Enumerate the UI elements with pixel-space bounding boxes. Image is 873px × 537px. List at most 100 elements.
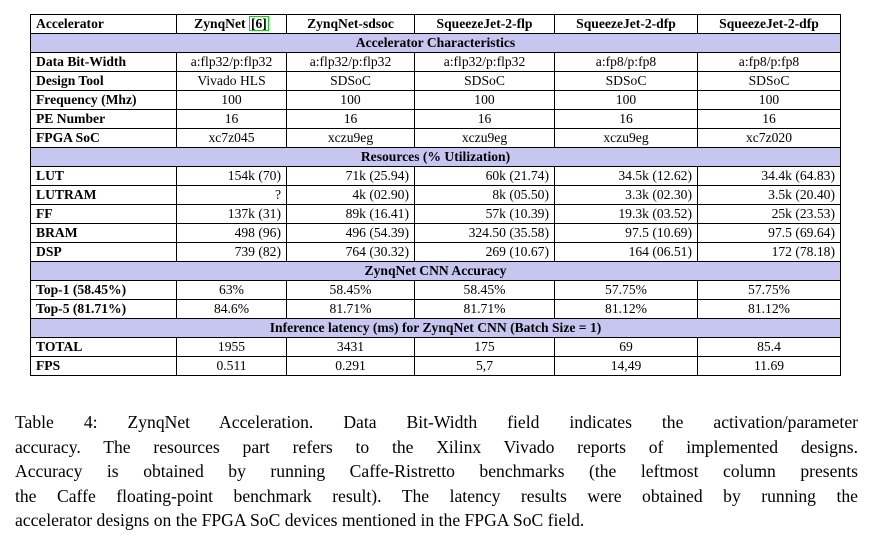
table-cell: 154k (70) [176, 166, 287, 186]
table-cell: a:flp32/p:flp32 [414, 52, 555, 72]
table-cell: xczu9eg [414, 128, 555, 148]
table-cell: 164 (06.51) [554, 242, 698, 262]
table-cell: 34.5k (12.62) [554, 166, 698, 186]
table-row: FF 137k (31) 89k (16.41) 57k (10.39) 19.3k (… [30, 204, 841, 224]
table-cell: a:fp8/p:fp8 [697, 52, 841, 72]
table-cell: 0.511 [176, 356, 287, 376]
table-row: LUTRAM? 4k (02.90) 8k (05.50) 3.3k (02.30) 3… [30, 185, 841, 205]
table-cell: 89k (16.41) [286, 204, 415, 224]
caption-line: accelerator designs on the FPGA SoC devi… [15, 510, 585, 530]
table-row: BRAM 498 (96) 496 (54.39) 324.50 (35.58) 97.… [30, 223, 841, 243]
table-cell: 100 [286, 90, 415, 110]
table-row: FPS 0.511 0.291 5,7 14,49 11.69 [30, 356, 841, 376]
section-title: ZynqNet CNN Accuracy [30, 261, 841, 281]
section-title: Accelerator Characteristics [30, 33, 841, 53]
section-row: ZynqNet CNN Accuracy [30, 261, 841, 281]
table-row: Frequency (Mhz) 100 100 100 100 100 [30, 90, 841, 110]
table-cell: 3431 [286, 337, 415, 357]
table-cell: 496 (54.39) [286, 223, 415, 243]
header-zynqnet-label: ZynqNet [194, 16, 246, 31]
row-label: Data Bit-Width [30, 52, 177, 72]
table-cell: 739 (82) [176, 242, 287, 262]
table-cell: 4k (02.90) [286, 185, 415, 205]
table-cell: 57.75% [554, 280, 698, 300]
table-cell: 175 [414, 337, 555, 357]
section-title: Inference latency (ms) for ZynqNet CNN (… [30, 318, 841, 338]
table-cell: 16 [176, 109, 287, 129]
caption-line: the Caffe floating-point benchmark resul… [15, 485, 858, 506]
table-cell: 25k (23.53) [697, 204, 841, 224]
row-label: BRAM [30, 223, 177, 243]
header-squeezejet-2-dfp: SqueezeJet-2-dfp [554, 14, 698, 34]
table-row: PE Number 16 16 16 16 16 [30, 109, 841, 129]
table-cell: 97.5 (10.69) [554, 223, 698, 243]
table-cell: 58.45% [286, 280, 415, 300]
row-label: PE Number [30, 109, 177, 129]
row-label: FPS [30, 356, 177, 376]
table-cell: xc7z045 [176, 128, 287, 148]
row-label: TOTAL [30, 337, 177, 357]
row-label: Design Tool [30, 71, 177, 91]
table-cell: xczu9eg [554, 128, 698, 148]
table-cell: SDSoC [697, 71, 841, 91]
table-cell: 71k (25.94) [286, 166, 415, 186]
caption-line: Table 4: ZynqNet Acceleration. Data Bit-… [15, 412, 858, 432]
table-cell: 269 (10.67) [414, 242, 555, 262]
table-cell: 5,7 [414, 356, 555, 376]
table-body: Accelerator Characteristics Data Bit-Widt… [30, 33, 841, 376]
row-label: Frequency (Mhz) [30, 90, 177, 110]
section-row: Accelerator Characteristics [30, 33, 841, 53]
table-cell: 11.69 [697, 356, 841, 376]
results-table-container: Accelerator ZynqNet [6] ZynqNet-sdsoc Sq… [30, 14, 841, 376]
table-cell: 8k (05.50) [414, 185, 555, 205]
table-row: LUT 154k (70) 71k (25.94) 60k (21.74) 34.5k … [30, 166, 841, 186]
caption-line: Accuracy is obtained by running Caffe-Ri… [15, 461, 858, 481]
row-label: Top-1 (58.45%) [30, 280, 177, 300]
table-cell: 81.71% [286, 299, 415, 319]
table-cell: 137k (31) [176, 204, 287, 224]
table-cell: 764 (30.32) [286, 242, 415, 262]
table-cell: 1955 [176, 337, 287, 357]
row-label: Top-5 (81.71%) [30, 299, 177, 319]
header-squeezejet-2-dfp-zynq7020: SqueezeJet-2-dfp [697, 14, 841, 34]
row-label: FPGA SoC [30, 128, 177, 148]
table-cell: 100 [554, 90, 698, 110]
table-row: Design Tool Vivado HLS SDSoC SDSoC SDSoC SDSo… [30, 71, 841, 91]
table-cell: 324.50 (35.58) [414, 223, 555, 243]
header-zynqnet: ZynqNet [6] [176, 14, 287, 34]
table-cell: 16 [414, 109, 555, 129]
table-cell: 60k (21.74) [414, 166, 555, 186]
table-cell: 58.45% [414, 280, 555, 300]
table-cell: xc7z020 [697, 128, 841, 148]
table-cell: a:flp32/p:flp32 [176, 52, 287, 72]
table-cell: 0.291 [286, 356, 415, 376]
row-label: LUTRAM [30, 185, 177, 205]
table-cell: 172 (78.18) [697, 242, 841, 262]
row-label: DSP [30, 242, 177, 262]
table-cell: ? [176, 185, 287, 205]
table-header-row: Accelerator ZynqNet [6] ZynqNet-sdsoc Sq… [30, 14, 841, 34]
table-cell: xczu9eg [286, 128, 415, 148]
table-cell: SDSoC [554, 71, 698, 91]
table-cell: 57k (10.39) [414, 204, 555, 224]
section-title: Resources (% Utilization) [30, 147, 841, 167]
table-cell: 81.71% [414, 299, 555, 319]
table-cell: 100 [414, 90, 555, 110]
header-zynqnet-sdsoc: ZynqNet-sdsoc [286, 14, 415, 34]
table-cell: 34.4k (64.83) [697, 166, 841, 186]
table-cell: SDSoC [414, 71, 555, 91]
table-row: FPGA SoC xc7z045 xczu9eg xczu9eg xczu9eg xc7z… [30, 128, 841, 148]
table-cell: a:flp32/p:flp32 [286, 52, 415, 72]
table-cell: 69 [554, 337, 698, 357]
citation-link[interactable]: [6] [248, 16, 269, 31]
row-label: LUT [30, 166, 177, 186]
section-row: Inference latency (ms) for ZynqNet CNN (… [30, 318, 841, 338]
table-cell: 16 [554, 109, 698, 129]
table-row: TOTAL 1955 3431 175 69 85.4 [30, 337, 841, 357]
table-cell: SDSoC [286, 71, 415, 91]
table-cell: 498 (96) [176, 223, 287, 243]
table-cell: 57.75% [697, 280, 841, 300]
table-cell: 19.3k (03.52) [554, 204, 698, 224]
table-row: Data Bit-Width a:flp32/p:flp32 a:flp32/p:f… [30, 52, 841, 72]
header-squeezejet-2-flp: SqueezeJet-2-flp [414, 14, 555, 34]
